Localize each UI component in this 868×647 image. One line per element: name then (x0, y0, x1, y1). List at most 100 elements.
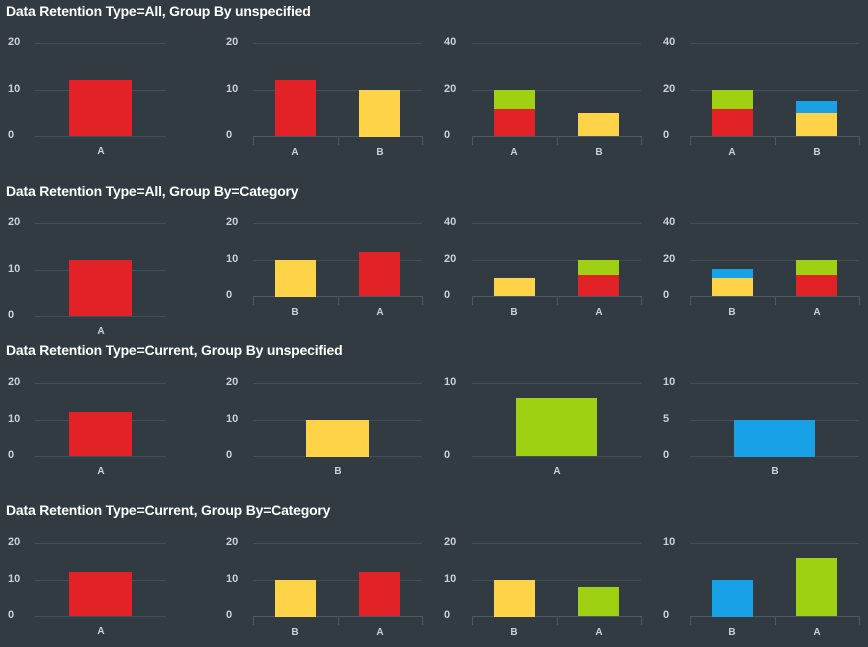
x-axis-tick (338, 136, 339, 145)
gridline (35, 223, 166, 224)
y-tick-label: 10 (444, 376, 457, 388)
y-tick-label: 0 (444, 289, 451, 301)
x-tick-label: A (291, 147, 299, 158)
y-tick-label: 0 (226, 609, 233, 621)
gridline (472, 543, 641, 544)
row-title: Data Retention Type=Current, Group By=Ca… (6, 502, 331, 518)
bar-green (516, 398, 597, 456)
bar-blue (712, 269, 753, 278)
y-tick-label: 20 (226, 376, 239, 388)
x-axis-tick (472, 136, 473, 145)
gridline (472, 90, 641, 91)
y-tick-label: 20 (444, 536, 457, 548)
x-axis (472, 136, 641, 137)
x-tick-label: B (595, 147, 603, 158)
gridline (472, 260, 641, 261)
x-tick-label: A (97, 626, 105, 637)
row-title: Data Retention Type=All, Group By=Catego… (6, 183, 299, 199)
y-tick-label: 0 (8, 609, 15, 621)
gridline (690, 260, 859, 261)
x-axis-tick (422, 616, 423, 625)
x-tick-label: B (291, 627, 299, 638)
y-tick-label: 0 (226, 129, 233, 141)
bar-green (712, 90, 753, 109)
gridline (472, 456, 641, 457)
bar-green (494, 90, 535, 109)
gridline (35, 456, 166, 457)
gridline (253, 383, 422, 384)
y-tick-label: 10 (8, 573, 21, 585)
x-axis (253, 616, 422, 617)
x-tick-label: B (376, 147, 384, 158)
y-tick-label: 10 (8, 263, 21, 275)
bar-blue (796, 101, 837, 113)
x-tick-label: A (376, 307, 384, 318)
x-tick-label: A (553, 466, 561, 477)
x-axis (690, 616, 859, 617)
bar-red (69, 80, 132, 136)
y-tick-label: 40 (444, 216, 457, 228)
x-axis-tick (253, 616, 254, 625)
x-tick-label: A (97, 326, 105, 337)
bar-green (578, 587, 619, 616)
gridline (253, 580, 422, 581)
gridline (253, 543, 422, 544)
y-tick-label: 10 (8, 413, 21, 425)
y-tick-label: 0 (663, 289, 670, 301)
x-tick-label: B (291, 307, 299, 318)
x-axis-tick (775, 136, 776, 145)
x-axis-tick (557, 616, 558, 625)
bar-yellow (494, 278, 535, 296)
bar-red (578, 274, 619, 296)
x-tick-label: A (510, 147, 518, 158)
x-tick-label: B (771, 466, 779, 477)
bar-yellow (275, 580, 316, 617)
bar-red (69, 260, 132, 316)
x-tick-label: A (813, 307, 821, 318)
x-tick-label: B (510, 307, 518, 318)
gridline (690, 223, 859, 224)
x-axis (253, 136, 422, 137)
bar-yellow (494, 580, 535, 617)
y-tick-label: 0 (226, 289, 233, 301)
y-tick-label: 20 (226, 36, 239, 48)
bar-red (275, 80, 316, 136)
gridline (472, 43, 641, 44)
y-tick-label: 20 (663, 83, 676, 95)
x-axis-tick (422, 136, 423, 145)
y-tick-label: 20 (8, 536, 21, 548)
x-tick-label: A (728, 147, 736, 158)
gridline (35, 43, 166, 44)
bar-yellow (275, 260, 316, 297)
bar-yellow (359, 90, 400, 137)
x-axis-tick (253, 296, 254, 305)
x-axis-tick (338, 296, 339, 305)
x-axis-tick (690, 616, 691, 625)
y-tick-label: 10 (663, 376, 676, 388)
row-title: Data Retention Type=Current, Group By un… (6, 342, 343, 358)
y-tick-label: 20 (8, 376, 21, 388)
y-tick-label: 0 (8, 129, 15, 141)
x-axis-tick (641, 616, 642, 625)
x-axis-tick (859, 136, 860, 145)
bar-yellow (712, 278, 753, 296)
x-axis-tick (641, 296, 642, 305)
x-axis (690, 296, 859, 297)
y-tick-label: 0 (8, 449, 15, 461)
y-tick-label: 10 (8, 83, 21, 95)
x-axis (472, 616, 641, 617)
x-axis-tick (338, 616, 339, 625)
gridline (35, 383, 166, 384)
x-tick-label: A (97, 146, 105, 157)
x-axis-tick (775, 296, 776, 305)
y-tick-label: 0 (663, 449, 670, 461)
x-axis-tick (641, 136, 642, 145)
y-tick-label: 10 (663, 536, 676, 548)
y-tick-label: 20 (226, 536, 239, 548)
y-tick-label: 10 (444, 573, 457, 585)
y-tick-label: 20 (8, 216, 21, 228)
y-tick-label: 20 (444, 253, 457, 265)
x-tick-label: B (728, 307, 736, 318)
y-tick-label: 0 (444, 609, 451, 621)
y-tick-label: 0 (663, 609, 670, 621)
